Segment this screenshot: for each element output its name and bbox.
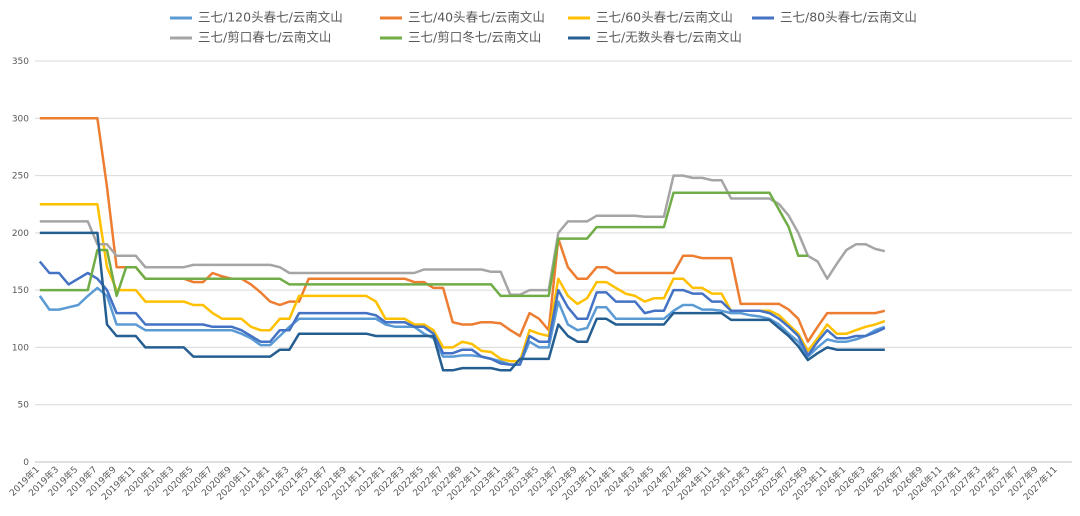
legend-label: 三七/60头春七/云南文山 (596, 10, 733, 25)
legend-label: 三七/剪口冬七/云南文山 (408, 30, 541, 45)
series-line (39, 231, 885, 372)
series-line (38, 260, 886, 366)
y-tick-label: 200 (12, 229, 29, 239)
series-line (39, 191, 808, 298)
y-tick-label: 50 (18, 401, 30, 411)
legend-label: 三七/40头春七/云南文山 (408, 10, 545, 25)
y-tick-label: 350 (12, 57, 29, 67)
series-line (39, 117, 886, 343)
series-line (39, 202, 886, 363)
series-line (39, 174, 886, 296)
legend-label: 三七/剪口春七/云南文山 (198, 30, 331, 45)
y-tick-label: 300 (12, 114, 29, 124)
y-tick-label: 250 (12, 172, 29, 182)
legend-label: 三七/无数头春七/云南文山 (596, 30, 742, 45)
y-tick-label: 150 (12, 286, 29, 296)
y-tick-label: 100 (12, 343, 29, 353)
legend-label: 三七/120头春七/云南文山 (198, 10, 343, 25)
series-line (38, 286, 886, 366)
legend-label: 三七/80头春七/云南文山 (780, 10, 917, 25)
y-tick-label: 0 (23, 458, 29, 468)
